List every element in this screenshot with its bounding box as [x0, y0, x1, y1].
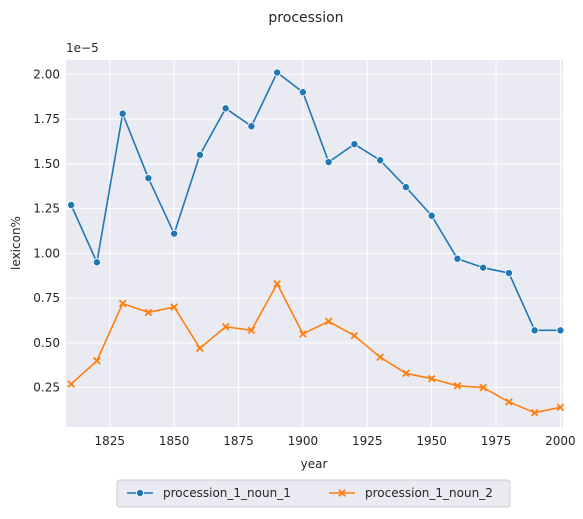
x-axis-ticks: 1825 1850 1875 1900 1925 1950 1975 2000	[95, 434, 576, 448]
data-point	[247, 122, 256, 131]
x-tick-label: 1925	[352, 434, 383, 448]
data-point	[144, 308, 153, 317]
y-tick-label: 1.75	[33, 112, 60, 126]
legend-items: procession_1_noun_1 procession_1_noun_2	[127, 486, 493, 500]
y-tick-label: 0.25	[33, 381, 60, 395]
y-tick-label: 1.00	[33, 246, 60, 260]
chart-title: procession	[268, 10, 343, 26]
series-line	[70, 282, 561, 414]
data-point	[479, 383, 488, 392]
legend-item-procession_1_noun_1: procession_1_noun_1	[127, 486, 291, 500]
data-point	[556, 403, 565, 412]
data-point	[530, 326, 539, 335]
data-point	[221, 322, 230, 331]
y-axis-ticks: 0.25 0.50 0.75 1.00 1.25 1.50 1.75 2.00	[33, 67, 60, 394]
legend-label: procession_1_noun_1	[163, 486, 291, 500]
data-point	[170, 303, 178, 311]
data-point	[453, 254, 462, 263]
data-point	[427, 211, 436, 220]
data-point	[350, 331, 359, 340]
data-point	[427, 374, 436, 383]
data-point	[273, 68, 282, 77]
y-axis-offset-label: 1e−5	[66, 41, 99, 55]
x-tick-label: 1850	[159, 434, 190, 448]
legend-label: procession_1_noun_2	[365, 486, 493, 500]
legend-marker	[338, 489, 346, 497]
data-point	[247, 326, 256, 335]
series-layer	[67, 68, 565, 417]
data-point	[118, 299, 127, 308]
series-procession_1_noun_1	[67, 68, 565, 335]
data-point	[324, 158, 333, 167]
data-point	[144, 174, 153, 183]
data-point	[196, 344, 204, 353]
y-tick-label: 0.75	[33, 291, 60, 305]
y-tick-label: 1.25	[33, 202, 60, 216]
series-procession_1_noun_2	[67, 279, 565, 417]
data-point	[350, 140, 359, 149]
data-point	[67, 380, 75, 388]
data-point	[299, 330, 307, 338]
x-tick-label: 2000	[545, 434, 576, 448]
data-point	[401, 183, 410, 192]
y-tick-label: 0.50	[33, 336, 60, 350]
data-point	[376, 156, 385, 165]
legend-marker	[135, 488, 144, 497]
y-tick-label: 2.00	[33, 67, 60, 81]
x-tick-label: 1975	[481, 434, 512, 448]
data-point	[170, 229, 179, 238]
data-point	[67, 201, 76, 210]
data-point	[479, 263, 488, 272]
data-point	[273, 279, 281, 288]
data-point	[298, 88, 307, 97]
data-point	[453, 381, 462, 390]
data-point	[195, 150, 204, 159]
data-point	[504, 269, 513, 278]
data-point	[530, 408, 539, 417]
data-point	[556, 326, 565, 335]
plot-area	[66, 60, 563, 427]
y-axis-label: lexicon%	[9, 216, 23, 270]
legend-item-procession_1_noun_2: procession_1_noun_2	[329, 486, 493, 500]
data-point	[92, 258, 101, 267]
y-tick-label: 1.50	[33, 157, 60, 171]
data-point	[324, 317, 333, 326]
data-point	[376, 353, 385, 362]
legend-box	[116, 479, 511, 508]
legend: procession_1_noun_1 procession_1_noun_2	[116, 479, 511, 508]
data-point	[221, 104, 230, 113]
data-point	[402, 369, 410, 378]
data-point	[93, 356, 101, 365]
x-tick-label: 1825	[95, 434, 126, 448]
series-line	[70, 71, 561, 332]
x-tick-label: 1875	[223, 434, 254, 448]
x-tick-label: 1900	[288, 434, 319, 448]
x-axis-label: year	[301, 457, 328, 471]
x-tick-label: 1950	[416, 434, 447, 448]
data-point	[505, 398, 513, 406]
data-point	[118, 109, 127, 118]
grid-lines	[66, 60, 563, 427]
